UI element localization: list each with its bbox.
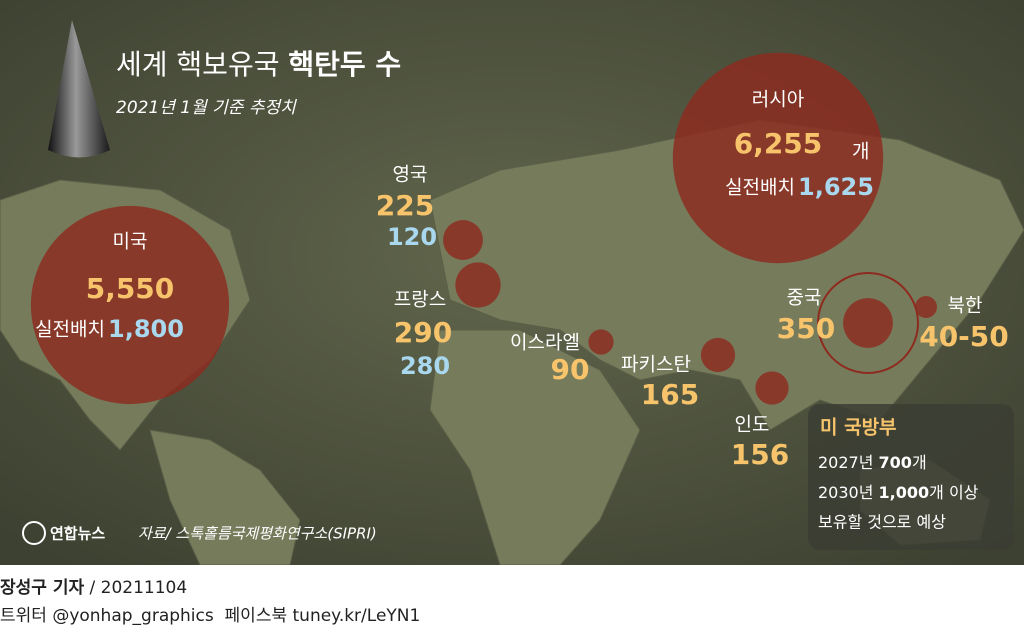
note-title: 미 국방부 [820, 417, 897, 439]
logo-icon [22, 521, 46, 545]
deployed: 1,625 [798, 173, 874, 201]
country-name: 프랑스 [394, 289, 446, 311]
note-line: 2027년 700개 [818, 453, 927, 472]
deployed-text: 실전배치 [725, 177, 795, 199]
deployed: 280 [400, 352, 450, 380]
country-name: 러시아 [752, 89, 804, 111]
note-part: 1,000 [879, 483, 930, 502]
country-name: 중국 [787, 287, 822, 309]
country-name: 파키스탄 [621, 354, 691, 376]
total: 40-50 [919, 320, 1009, 353]
note-line: 2030년 1,000개 이상 [818, 483, 979, 502]
bubble-india [755, 371, 789, 405]
deployed-text: 실전배치 [35, 319, 105, 341]
total: 90 [551, 353, 590, 386]
subtitle: 2021년 1월 기준 추정치 [116, 98, 297, 118]
title: 세계 핵보유국 핵탄두 수 [116, 48, 401, 81]
bubble-israel [588, 329, 614, 355]
country-name: 북한 [948, 295, 983, 317]
bubble-france [455, 262, 501, 308]
total: 156 [731, 438, 789, 471]
reporter: 장성구 기자 [0, 578, 85, 598]
total: 350 [777, 312, 835, 345]
china-ring [817, 272, 919, 374]
warhead-icon [48, 20, 110, 158]
note-line: 보유할 것으로 예상 [818, 513, 946, 532]
total: 225 [376, 189, 434, 222]
deployed: 1,800 [108, 315, 184, 343]
note-part: 2030년 [818, 483, 879, 502]
byline: 장성구 기자 / 20211104 [0, 573, 187, 598]
bubble-russia [672, 52, 884, 264]
country-name: 인도 [735, 414, 770, 436]
bubble-usa [30, 205, 230, 405]
bubbles [30, 52, 937, 405]
source: 자료/ 스톡홀름국제평화연구소(SIPRI) [138, 525, 377, 543]
note-part: 개 [912, 453, 927, 472]
total: 290 [394, 316, 452, 349]
title-bold: 핵탄두 수 [288, 48, 401, 81]
bubble-uk [443, 220, 483, 260]
total: 5,550 [86, 272, 175, 305]
note-part: 700 [879, 453, 912, 472]
bubble-china [843, 298, 893, 348]
country-name: 영국 [393, 164, 428, 186]
country-name: 미국 [113, 231, 148, 253]
note-part: 개 이상 [929, 483, 979, 502]
bubble-pakistan [700, 337, 736, 373]
bubble-north-korea [915, 296, 937, 318]
title-regular: 세계 핵보유국 [116, 48, 279, 81]
social: 트위터 @yonhap_graphics 페이스북 tuney.kr/LeYN1 [0, 606, 421, 626]
note-box [808, 404, 1014, 550]
country-name: 이스라엘 [510, 332, 580, 354]
logo: 연합뉴스 [50, 525, 105, 543]
total: 6,255 [734, 127, 823, 160]
deployed: 120 [387, 223, 437, 251]
unit: 개 [852, 141, 869, 163]
total: 165 [641, 378, 699, 411]
note-part: 2027년 [818, 453, 879, 472]
date: / 20211104 [89, 578, 188, 598]
map-graphic: 세계 핵보유국 핵탄두 수 2021년 1월 기준 추정치 미국 5,550 실… [0, 0, 1024, 565]
